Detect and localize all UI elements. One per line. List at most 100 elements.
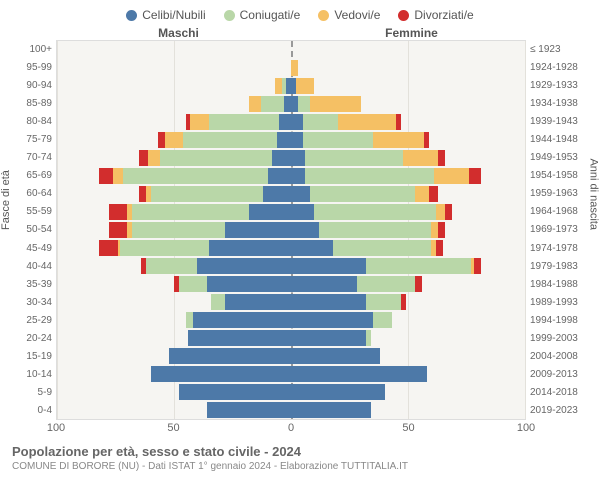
seg-coniugati-f <box>366 330 371 346</box>
seg-divorziati-f <box>396 114 401 130</box>
female-half <box>291 113 525 131</box>
seg-celibi-f <box>291 402 371 418</box>
seg-coniugati-m <box>209 114 279 130</box>
seg-celibi-f <box>291 114 303 130</box>
female-half <box>291 59 525 77</box>
seg-vedovi-m <box>113 168 122 184</box>
pyramid-row <box>57 59 525 77</box>
seg-celibi-m <box>193 312 291 328</box>
age-label: 40-44 <box>12 257 56 275</box>
male-half <box>57 167 291 185</box>
birth-year-label: ≤ 1923 <box>526 40 588 58</box>
pyramid-row <box>57 221 525 239</box>
legend-item-coniugati: Coniugati/e <box>224 8 301 22</box>
birth-year-label: 1984-1988 <box>526 275 588 293</box>
seg-celibi-f <box>291 330 366 346</box>
seg-celibi-m <box>263 186 291 202</box>
x-tick: 0 <box>288 422 294 434</box>
age-label: 100+ <box>12 40 56 58</box>
birth-year-label: 2014-2018 <box>526 384 588 402</box>
seg-celibi-m <box>188 330 291 346</box>
birth-year-label: 1939-1943 <box>526 112 588 130</box>
female-half <box>291 329 525 347</box>
pyramid-row <box>57 185 525 203</box>
birth-year-label: 1944-1948 <box>526 130 588 148</box>
male-half <box>57 77 291 95</box>
x-tick: 100 <box>47 422 65 434</box>
seg-celibi-f <box>291 276 357 292</box>
seg-divorziati-f <box>415 276 422 292</box>
age-label: 50-54 <box>12 221 56 239</box>
seg-divorziati-f <box>436 240 443 256</box>
birth-year-label: 1994-1998 <box>526 311 588 329</box>
seg-divorziati-m <box>99 240 118 256</box>
seg-celibi-m <box>169 348 291 364</box>
seg-coniugati-f <box>357 276 416 292</box>
birth-year-label: 1929-1933 <box>526 76 588 94</box>
age-label: 30-34 <box>12 293 56 311</box>
female-half <box>291 401 525 419</box>
female-half <box>291 311 525 329</box>
legend-item-divorziati: Divorziati/e <box>398 8 473 22</box>
male-half <box>57 203 291 221</box>
female-half <box>291 131 525 149</box>
seg-vedovi-m <box>275 78 282 94</box>
birth-labels-column: ≤ 19231924-19281929-19331934-19381939-19… <box>526 40 588 420</box>
plot-area <box>56 40 526 420</box>
seg-celibi-f <box>291 168 305 184</box>
seg-coniugati-m <box>120 240 209 256</box>
seg-coniugati-m <box>261 96 284 112</box>
header-female: Femmine <box>295 26 588 40</box>
seg-coniugati-m <box>183 132 277 148</box>
pyramid-row <box>57 131 525 149</box>
seg-celibi-m <box>284 96 291 112</box>
seg-coniugati-f <box>366 258 471 274</box>
birth-year-label: 1989-1993 <box>526 293 588 311</box>
seg-coniugati-m <box>132 222 226 238</box>
age-label: 55-59 <box>12 203 56 221</box>
x-axis-ticks: 10050050100 <box>56 422 526 436</box>
seg-coniugati-f <box>373 312 392 328</box>
seg-celibi-f <box>291 186 310 202</box>
seg-celibi-f <box>291 204 314 220</box>
seg-celibi-m <box>207 402 291 418</box>
seg-vedovi-m <box>249 96 261 112</box>
y-axis-label-left: Fasce di età <box>0 170 12 230</box>
legend: Celibi/Nubili Coniugati/e Vedovi/e Divor… <box>12 8 588 22</box>
male-half <box>57 131 291 149</box>
seg-coniugati-m <box>186 312 193 328</box>
seg-divorziati-f <box>445 204 452 220</box>
seg-celibi-m <box>249 204 291 220</box>
seg-divorziati-f <box>438 150 445 166</box>
female-half <box>291 275 525 293</box>
seg-vedovi-f <box>373 132 424 148</box>
male-half <box>57 59 291 77</box>
seg-celibi-m <box>272 150 291 166</box>
age-label: 65-69 <box>12 167 56 185</box>
male-half <box>57 401 291 419</box>
pyramid-row <box>57 365 525 383</box>
seg-divorziati-m <box>109 204 128 220</box>
male-half <box>57 149 291 167</box>
age-label: 35-39 <box>12 275 56 293</box>
age-label: 80-84 <box>12 112 56 130</box>
male-half <box>57 257 291 275</box>
pyramid-row <box>57 347 525 365</box>
age-label: 85-89 <box>12 94 56 112</box>
pyramid-row <box>57 329 525 347</box>
seg-celibi-f <box>291 258 366 274</box>
age-label: 70-74 <box>12 149 56 167</box>
legend-label: Coniugati/e <box>240 8 301 22</box>
birth-year-label: 1969-1973 <box>526 221 588 239</box>
female-half <box>291 239 525 257</box>
header-male: Maschi <box>12 26 295 40</box>
seg-vedovi-f <box>403 150 438 166</box>
seg-coniugati-m <box>132 204 249 220</box>
legend-item-celibi: Celibi/Nubili <box>126 8 205 22</box>
seg-vedovi-f <box>291 60 298 76</box>
male-half <box>57 113 291 131</box>
female-half <box>291 77 525 95</box>
pyramid-row <box>57 203 525 221</box>
seg-coniugati-f <box>314 204 436 220</box>
seg-celibi-f <box>291 132 303 148</box>
